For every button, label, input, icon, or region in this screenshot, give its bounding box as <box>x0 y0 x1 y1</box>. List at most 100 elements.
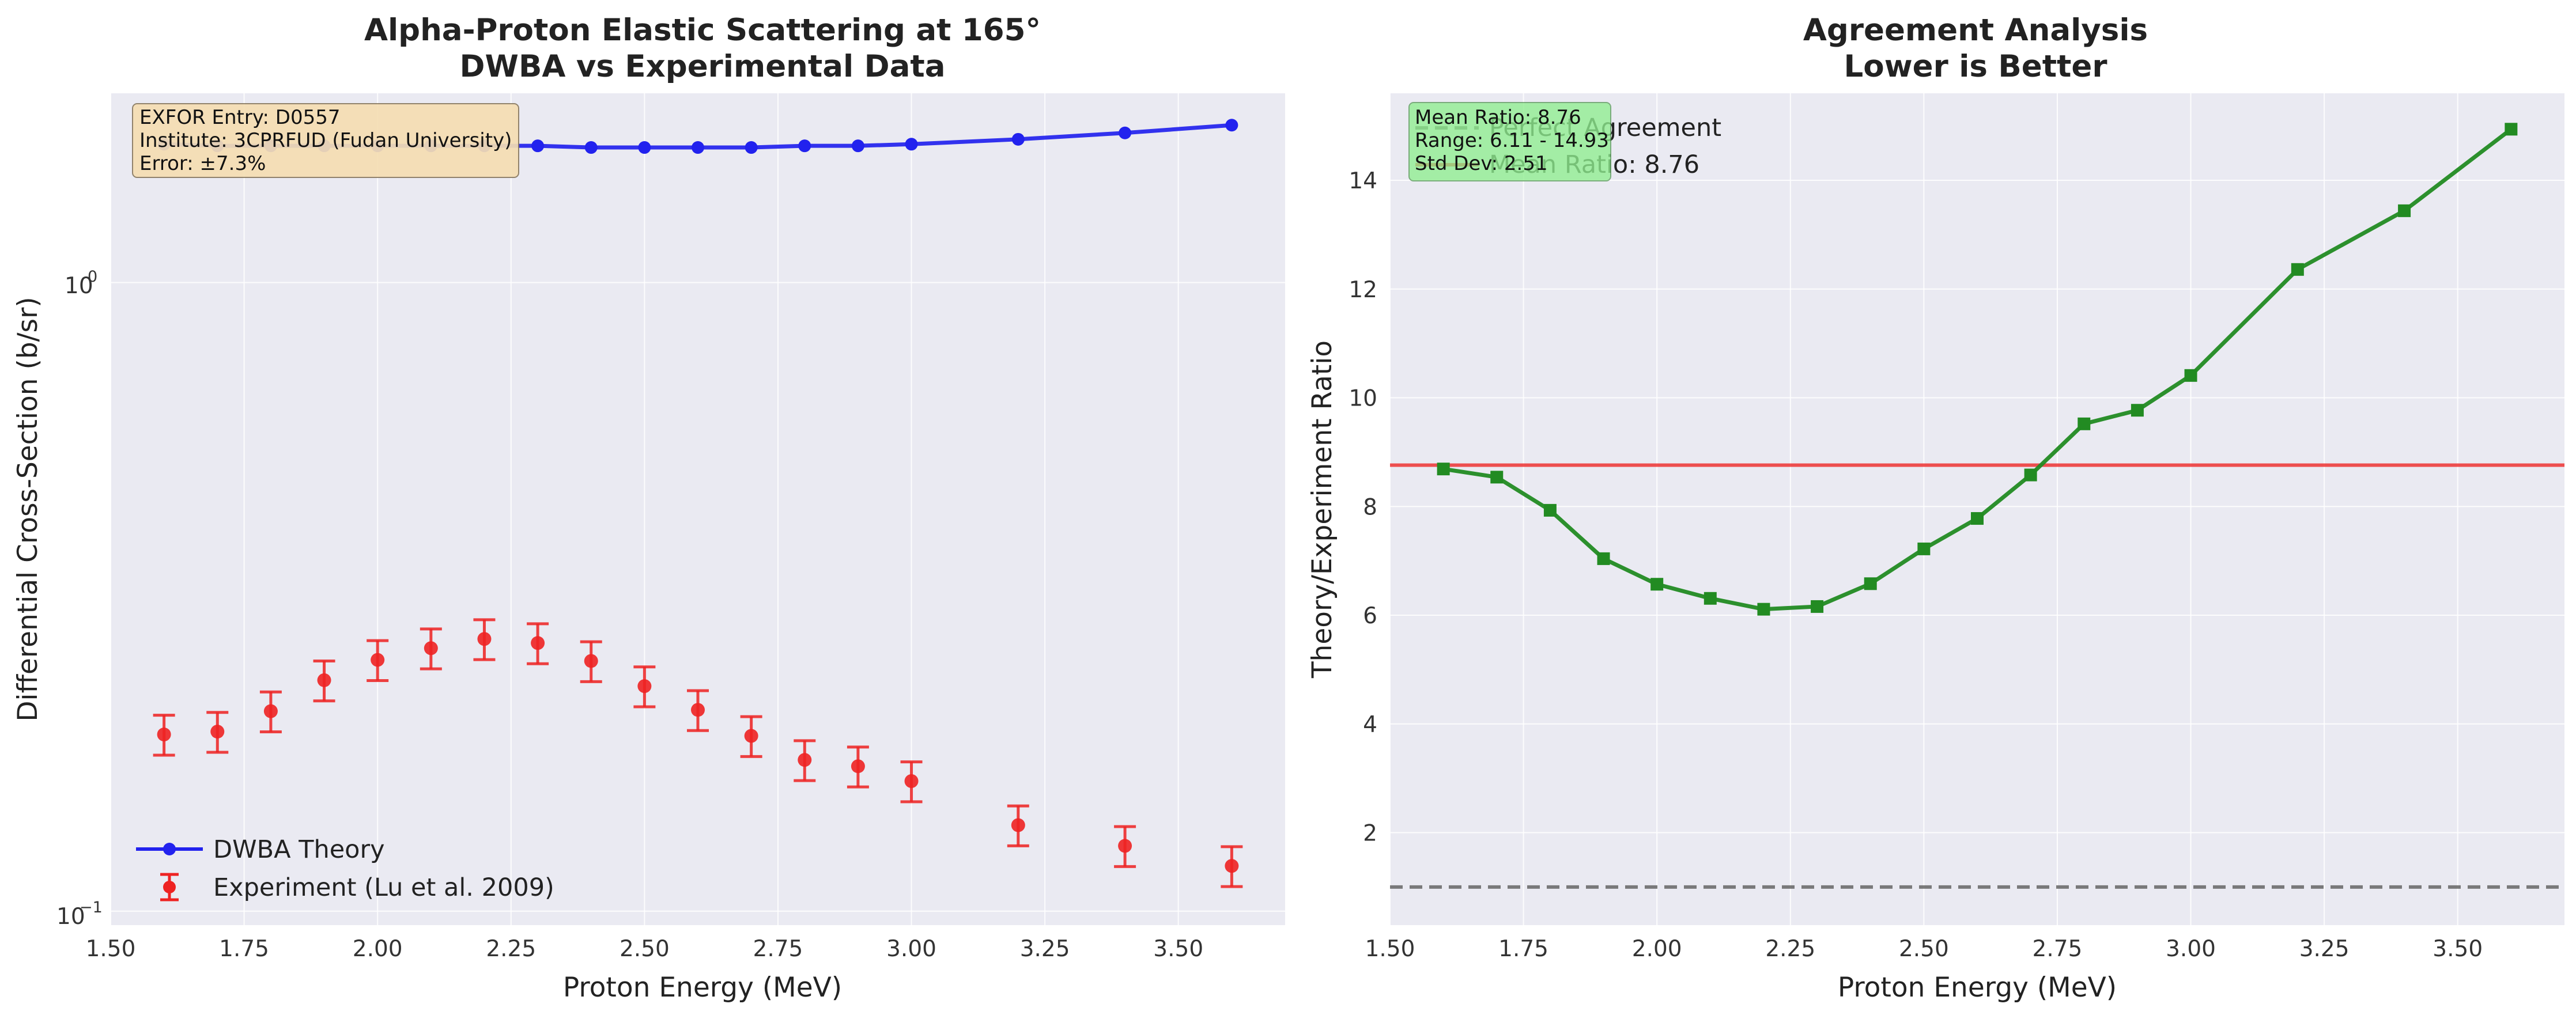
right-chart-marks <box>1437 123 2518 616</box>
right-chart-title: Agreement Analysis <box>1803 13 2148 48</box>
ratio-point <box>2398 204 2411 217</box>
theory-point <box>745 141 758 154</box>
right-y-tick-label: 14 <box>1349 168 1377 194</box>
experiment-point <box>637 679 652 694</box>
info-exfor-entry: EXFOR Entry: D0557 <box>139 106 340 129</box>
theory-point <box>1119 126 1132 139</box>
right-x-tick-label: 2.00 <box>1632 936 1682 962</box>
right-y-tick-label: 6 <box>1363 603 1377 629</box>
ratio-point <box>2078 417 2091 430</box>
left-x-tick-label: 3.25 <box>1020 936 1070 962</box>
right-chart: Agreement Analysis Lower is Better 1.50 1… <box>1306 13 2564 1003</box>
left-plot-area <box>111 93 1285 925</box>
left-x-tick-label: 1.75 <box>219 936 269 962</box>
right-y-axis-label: Theory/Experiment Ratio <box>1306 340 1338 679</box>
experiment-point <box>584 654 598 668</box>
ratio-point <box>1971 512 1984 525</box>
right-x-ticks: 1.50 1.75 2.00 2.25 2.50 2.75 3.00 3.25 3.50 <box>1365 936 2483 962</box>
legend-experiment-marker-swatch <box>163 881 176 893</box>
legend-theory-label: DWBA Theory <box>213 835 385 864</box>
experiment-point <box>371 653 385 667</box>
experiment-point <box>691 703 705 717</box>
left-grid <box>110 93 1285 925</box>
ratio-point <box>1757 603 1770 616</box>
legend-experiment-label: Experiment (Lu et al. 2009) <box>213 873 554 902</box>
right-reference-lines <box>1390 463 2564 889</box>
theory-point <box>692 141 704 154</box>
experiment-point <box>744 729 758 743</box>
ratio-line <box>1443 127 2513 612</box>
stats-std-dev: Std Dev: 2.51 <box>1415 152 1548 175</box>
experiment-point <box>317 673 331 687</box>
experiment-point <box>531 636 545 650</box>
left-x-tick-label: 2.25 <box>486 936 536 962</box>
experiment-point <box>1118 839 1132 853</box>
experiment-point <box>904 774 919 789</box>
info-error: Error: ±7.3% <box>139 152 266 175</box>
legend-theory-marker-swatch <box>163 843 176 855</box>
left-x-tick-label: 2.50 <box>620 936 670 962</box>
theory-point <box>1225 119 1238 132</box>
right-x-tick-label: 1.50 <box>1365 936 1415 962</box>
left-x-ticks: 1.50 1.75 2.00 2.25 2.50 2.75 3.00 3.25 3.50 <box>86 936 1204 962</box>
right-x-axis-label: Proton Energy (MeV) <box>1838 972 2117 1003</box>
left-x-axis-label: Proton Energy (MeV) <box>563 972 842 1003</box>
left-chart: Alpha-Proton Elastic Scattering at 165° … <box>12 13 1285 1003</box>
ratio-point <box>1864 577 1877 590</box>
experiment-point <box>157 728 171 742</box>
right-x-tick-label: 1.75 <box>1498 936 1548 962</box>
left-x-tick-label: 2.75 <box>753 936 803 962</box>
left-chart-title: Alpha-Proton Elastic Scattering at 165° <box>364 13 1041 48</box>
left-chart-subtitle: DWBA vs Experimental Data <box>460 49 946 84</box>
ratio-point <box>2131 404 2144 417</box>
ratio-point <box>1704 592 1717 605</box>
theory-point <box>1011 132 1025 146</box>
ratio-point <box>1597 552 1610 565</box>
experiment-point <box>1011 818 1025 832</box>
left-y-tick-01: 10 <box>56 904 85 930</box>
ratio-point <box>2291 263 2304 276</box>
left-x-tick-label: 2.00 <box>353 936 403 962</box>
experiment-point <box>1225 859 1239 873</box>
theory-point <box>584 141 598 154</box>
right-stats-box-background <box>1408 102 1611 181</box>
right-stats-box: Mean Ratio: 8.76 Range: 6.11 - 14.93 Std… <box>1408 102 1611 181</box>
left-y-ticks: 10 0 10 −1 <box>56 268 103 930</box>
right-x-tick-label: 3.50 <box>2433 936 2483 962</box>
experiment-point <box>263 704 278 718</box>
right-y-tick-label: 12 <box>1349 277 1377 303</box>
ratio-point <box>2184 369 2197 382</box>
left-info-box-background <box>132 103 519 178</box>
left-x-tick-label: 3.00 <box>886 936 936 962</box>
left-info-box: EXFOR Entry: D0557 Institute: 3CPRFUD (F… <box>132 103 519 178</box>
theory-point <box>638 141 651 154</box>
left-y-tick-1-exponent: 0 <box>88 268 97 286</box>
theory-point <box>798 139 811 153</box>
ratio-point <box>1543 503 1557 517</box>
ratio-point <box>1917 542 1931 555</box>
ratio-point <box>2505 123 2518 136</box>
ratio-point <box>2024 468 2037 482</box>
theory-point <box>851 139 864 153</box>
ratio-point <box>1437 463 1450 476</box>
right-x-tick-label: 3.25 <box>2299 936 2350 962</box>
right-x-tick-label: 3.00 <box>2166 936 2216 962</box>
right-x-tick-label: 2.50 <box>1899 936 1949 962</box>
left-x-tick-label: 1.50 <box>86 936 136 962</box>
left-y-axis-label: Differential Cross-Section (b/sr) <box>12 297 44 721</box>
experiment-point <box>798 753 812 767</box>
theory-point <box>905 138 918 151</box>
right-chart-subtitle: Lower is Better <box>1844 49 2107 84</box>
ratio-point <box>1650 578 1664 591</box>
experiment-point <box>851 759 865 774</box>
left-x-tick-label: 3.50 <box>1153 936 1203 962</box>
experiment-point <box>424 641 438 656</box>
right-y-ticks: 2 4 6 8 10 12 14 <box>1349 168 1377 847</box>
right-x-tick-label: 2.75 <box>2033 936 2083 962</box>
ratio-point <box>1490 471 1504 484</box>
left-legend: DWBA Theory Experiment (Lu et al. 2009) <box>136 835 554 902</box>
right-y-tick-label: 10 <box>1349 386 1377 412</box>
right-y-tick-label: 8 <box>1363 494 1377 520</box>
left-y-tick-01-exponent: −1 <box>80 899 103 916</box>
